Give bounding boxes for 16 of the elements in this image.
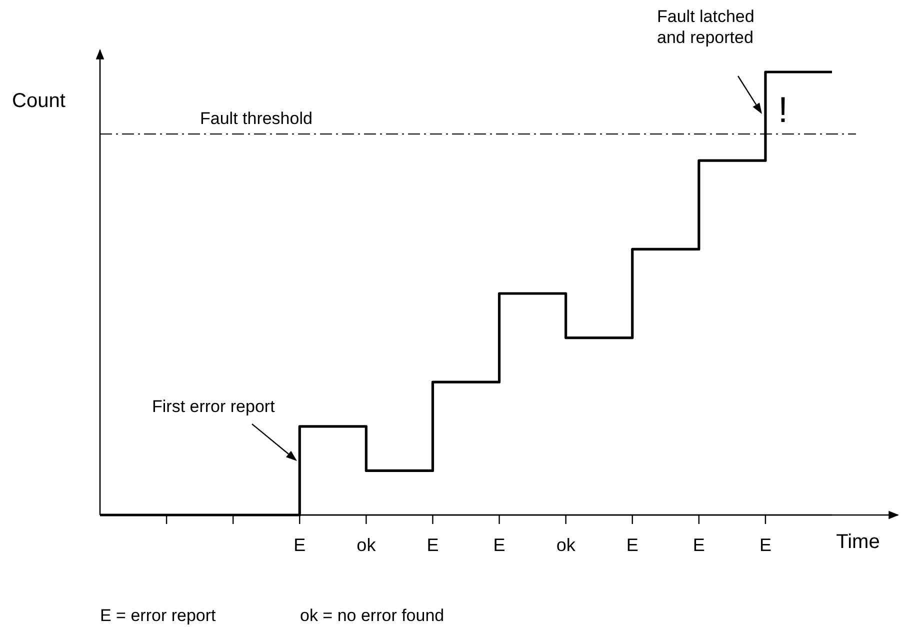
x-tick-label: ok bbox=[556, 534, 576, 555]
x-tick-label: E bbox=[626, 534, 638, 555]
annotation: First error report bbox=[152, 397, 276, 416]
ref-line-label: Fault threshold bbox=[200, 109, 312, 128]
text: E = error report bbox=[100, 606, 216, 625]
x-tick-label: E bbox=[426, 534, 439, 555]
annotation: ! bbox=[778, 89, 788, 130]
x-tick-label: E bbox=[759, 534, 772, 555]
x-tick-label: ok bbox=[356, 534, 377, 555]
text: ok = no error found bbox=[300, 606, 444, 625]
x-tick-label: E bbox=[493, 534, 506, 555]
y-axis-title: Count bbox=[12, 90, 66, 112]
x-axis-title: Time bbox=[836, 531, 880, 553]
x-tick-label: E bbox=[294, 534, 306, 555]
x-tick-label: E bbox=[692, 534, 705, 555]
text: Fault latched and reported bbox=[657, 7, 754, 47]
